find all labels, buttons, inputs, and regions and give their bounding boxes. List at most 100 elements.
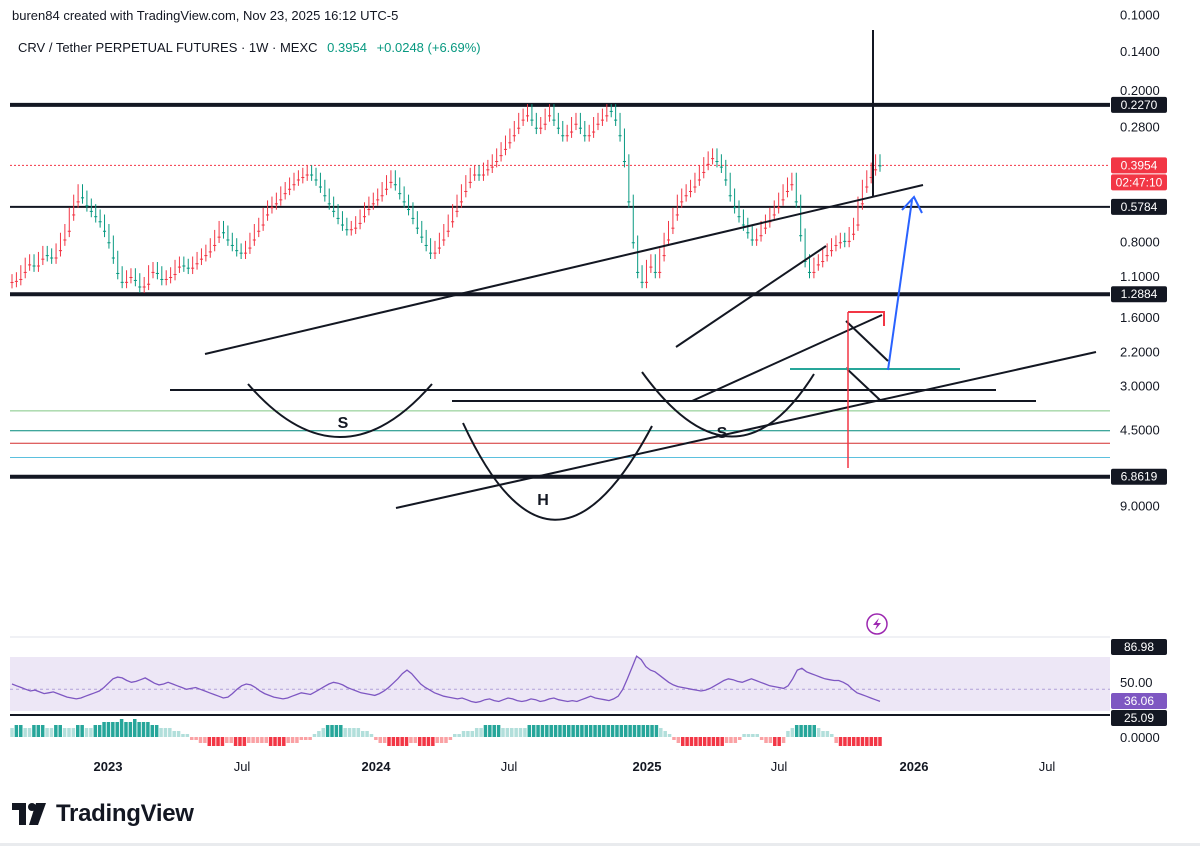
momentum-bar	[680, 737, 685, 746]
price-badge: 0.3954	[1111, 157, 1167, 174]
momentum-bar	[558, 725, 562, 737]
candle-body	[424, 244, 428, 246]
momentum-bar	[751, 734, 755, 737]
momentum-bar	[106, 722, 111, 737]
candle-body	[570, 131, 574, 133]
bottom-border	[0, 843, 1200, 846]
candle-body	[675, 214, 679, 216]
momentum-bar	[602, 725, 606, 737]
candle-body	[349, 229, 353, 231]
momentum-bar	[786, 731, 790, 737]
momentum-bar	[295, 737, 299, 743]
candle-body	[76, 201, 80, 203]
momentum-bar	[93, 725, 98, 737]
momentum-bar	[540, 725, 545, 737]
momentum-bar	[860, 737, 865, 746]
candle-body	[539, 127, 543, 129]
momentum-bar	[387, 737, 391, 746]
momentum-bar	[716, 737, 720, 746]
candle-body	[777, 207, 781, 209]
momentum-bar	[251, 737, 255, 743]
brand-name[interactable]: TradingView	[56, 800, 194, 827]
candle-body	[719, 166, 723, 168]
momentum-bar	[286, 737, 290, 743]
candle-body	[28, 264, 32, 266]
candle-body	[715, 161, 719, 163]
price-badge: 6.8619	[1111, 468, 1167, 485]
lightning-icon	[866, 613, 888, 635]
momentum-bar	[374, 737, 378, 740]
candle-body	[587, 135, 591, 137]
candle-body	[737, 216, 741, 218]
momentum-bar	[413, 737, 418, 743]
candle-body	[772, 214, 776, 216]
momentum-bar	[549, 725, 553, 737]
price-tick: 4.5000	[1120, 423, 1160, 438]
momentum-bar	[584, 725, 589, 737]
candle-body	[296, 179, 300, 181]
candle-body	[173, 273, 177, 275]
momentum-bar	[290, 737, 295, 743]
momentum-bar	[343, 728, 347, 737]
candle-body	[517, 127, 521, 129]
momentum-bar	[203, 737, 207, 743]
momentum-bar	[128, 722, 133, 737]
momentum-bar	[137, 722, 141, 737]
momentum-bar	[588, 725, 593, 737]
momentum-bar	[689, 737, 694, 746]
candle-body	[711, 158, 715, 160]
momentum-bar	[847, 737, 852, 746]
lower-wedge-line	[395, 351, 1097, 509]
momentum-bar	[36, 725, 41, 737]
momentum-bar	[409, 737, 413, 743]
candle-body	[534, 127, 538, 129]
momentum-bar	[347, 728, 352, 737]
momentum-bar	[391, 737, 396, 746]
time-tick: 2025	[633, 759, 662, 774]
momentum-bar	[356, 728, 361, 737]
momentum-bar	[843, 737, 847, 746]
candle-body	[684, 195, 688, 197]
candle-body	[525, 115, 530, 117]
candle-body	[644, 281, 649, 283]
momentum-bar	[466, 731, 470, 737]
momentum-bar	[27, 728, 32, 737]
candle-body	[177, 266, 181, 268]
candle-body	[345, 229, 349, 231]
candle-body	[147, 283, 151, 285]
momentum-bar	[325, 725, 330, 737]
candle-body	[763, 227, 767, 229]
candle-body	[138, 286, 142, 288]
momentum-bar	[773, 737, 777, 746]
candle-body	[182, 265, 186, 267]
momentum-bar	[352, 728, 356, 737]
candle-body	[318, 186, 322, 188]
momentum-bar	[545, 725, 549, 737]
candle-body	[631, 242, 635, 244]
candle-body	[45, 255, 49, 257]
momentum-bar	[856, 737, 860, 746]
momentum-bar	[834, 737, 838, 743]
momentum-bar	[216, 737, 220, 746]
candle-body	[548, 115, 552, 117]
falling-channel-top	[845, 320, 889, 362]
candle-body	[521, 119, 525, 121]
momentum-bar	[808, 725, 812, 737]
momentum-bar	[229, 737, 233, 743]
candle-body	[552, 119, 556, 121]
candle-body	[283, 193, 287, 195]
momentum-bar	[461, 731, 466, 737]
momentum-bar	[448, 737, 453, 740]
candle-body	[199, 258, 204, 260]
momentum-bar	[32, 725, 36, 737]
candle-body	[592, 131, 596, 133]
momentum-bar	[360, 731, 365, 737]
symbol-name[interactable]: CRV / Tether PERPETUAL FUTURES · 1W · ME…	[18, 40, 318, 55]
momentum-bar	[312, 734, 317, 737]
price-tick: 9.0000	[1120, 498, 1160, 513]
momentum-bar	[76, 725, 80, 737]
candle-body	[746, 232, 750, 234]
momentum-bar	[650, 725, 654, 737]
momentum-bar	[812, 725, 816, 737]
